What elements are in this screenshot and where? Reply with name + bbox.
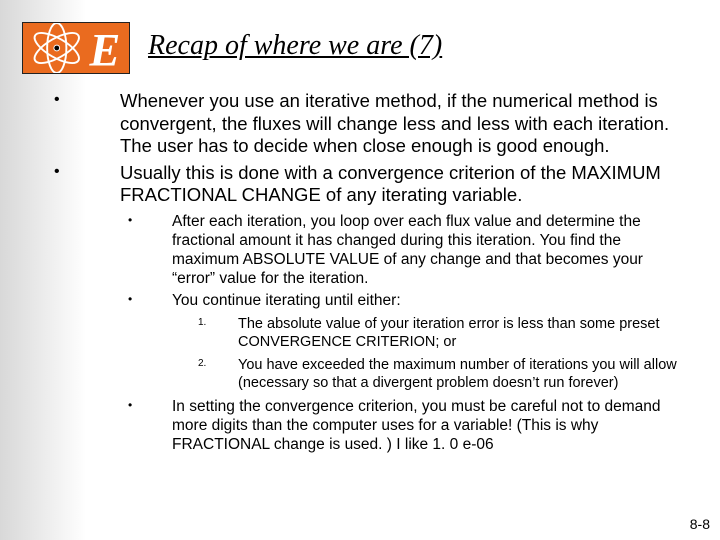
bullet-lvl2: You continue iterating until either: (120, 292, 680, 311)
slide-title: Recap of where we are (7) (148, 30, 442, 62)
page-number: 8-8 (690, 516, 710, 532)
bullet-lvl2: In setting the convergence criterion, yo… (120, 398, 680, 455)
bullet-lvl2: After each iteration, you loop over each… (120, 213, 680, 289)
list-number: 1. (198, 317, 206, 330)
bullet-lvl3: 1. The absolute value of your iteration e… (172, 315, 680, 351)
list-text: You have exceeded the maximum number of … (238, 357, 677, 391)
slide-body: Whenever you use an iterative method, if… (40, 90, 680, 459)
list-text: The absolute value of your iteration err… (238, 316, 660, 350)
bullet-lvl3: 2. You have exceeded the maximum number o… (172, 356, 680, 392)
list-number: 2. (198, 358, 206, 371)
logo-letter: E (88, 24, 120, 73)
logo: E (22, 22, 130, 74)
bullet-lvl1: Usually this is done with a convergence … (40, 162, 680, 207)
bullet-lvl1: Whenever you use an iterative method, if… (40, 90, 680, 158)
